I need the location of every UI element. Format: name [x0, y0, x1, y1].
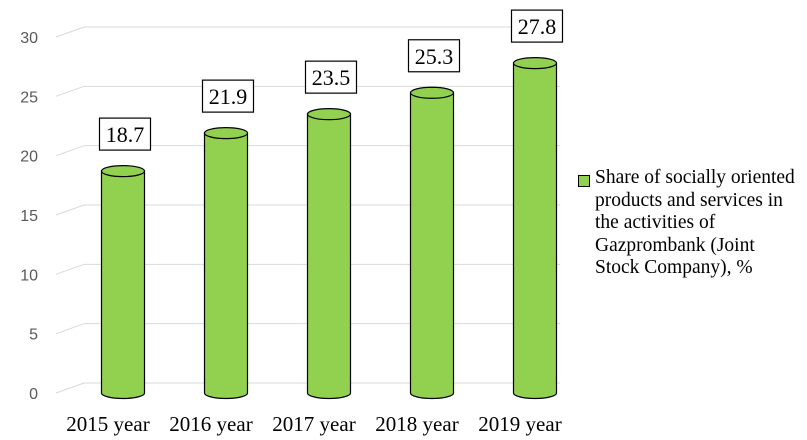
- bar-top: [100, 164, 146, 178]
- x-tick-label: 2019 year: [478, 412, 561, 436]
- bar-top: [203, 127, 249, 140]
- y-tick-label: 30: [20, 30, 38, 47]
- y-tick-label: 20: [20, 149, 38, 166]
- data-label-box: [510, 9, 564, 43]
- y-tick-label: 0: [29, 386, 38, 403]
- bar-body: [512, 62, 558, 400]
- x-tick-label: 2018 year: [375, 412, 458, 436]
- legend-swatch: [578, 175, 590, 187]
- gridline-diagonal: [55, 263, 85, 275]
- x-tick-label: 2017 year: [272, 412, 355, 436]
- gridline-diagonal: [55, 26, 85, 38]
- bar-top: [409, 86, 455, 99]
- gridline-diagonal: [55, 204, 85, 216]
- data-label-text: 23.5: [312, 65, 351, 90]
- x-axis: 2015 year 2016 year 2017 year 2018 year 2019…: [66, 412, 561, 436]
- bar-body: [100, 170, 146, 400]
- legend-label: Share of socially oriented products and …: [595, 167, 795, 278]
- bar-top: [306, 108, 352, 121]
- data-labels: 18.7 21.9 23.5 25.3 27.8: [98, 9, 564, 151]
- x-tick-label: 2016 year: [169, 412, 252, 436]
- gridline-diagonal: [55, 85, 85, 97]
- data-label: 18.7: [98, 117, 152, 151]
- gridline-diagonal: [55, 323, 85, 335]
- data-label: 27.8: [510, 9, 564, 43]
- data-label: 25.3: [407, 39, 461, 73]
- y-tick-label: 15: [20, 208, 38, 225]
- bar-body: [306, 113, 352, 400]
- y-tick-label: 25: [20, 89, 38, 106]
- bar-body: [203, 132, 249, 400]
- data-label-text: 25.3: [415, 44, 454, 69]
- y-tick-label: 10: [20, 267, 38, 284]
- gridline-diagonal: [55, 145, 85, 157]
- x-tick-label: 2015 year: [66, 412, 149, 436]
- bar: [203, 127, 249, 400]
- bar: [306, 108, 352, 400]
- data-label-box: [304, 60, 358, 94]
- data-label-text: 18.7: [106, 122, 145, 147]
- data-label-box: [201, 79, 255, 113]
- data-label: 21.9: [201, 79, 255, 113]
- bar: [100, 164, 146, 400]
- data-label-box: [407, 39, 461, 73]
- bar: [512, 57, 558, 400]
- bar: [409, 86, 455, 400]
- data-label: 23.5: [304, 60, 358, 94]
- data-label-text: 21.9: [209, 84, 248, 109]
- bar-body: [409, 92, 455, 400]
- y-axis: 0 5 10 15 20 25 30: [20, 30, 38, 403]
- gridline-diagonal: [55, 382, 85, 394]
- y-tick-label: 5: [29, 327, 38, 344]
- bars: [100, 57, 558, 400]
- bar-top: [512, 57, 558, 70]
- data-label-box: [98, 117, 152, 151]
- legend: Share of socially oriented products and …: [578, 167, 804, 280]
- data-label-text: 27.8: [518, 14, 557, 39]
